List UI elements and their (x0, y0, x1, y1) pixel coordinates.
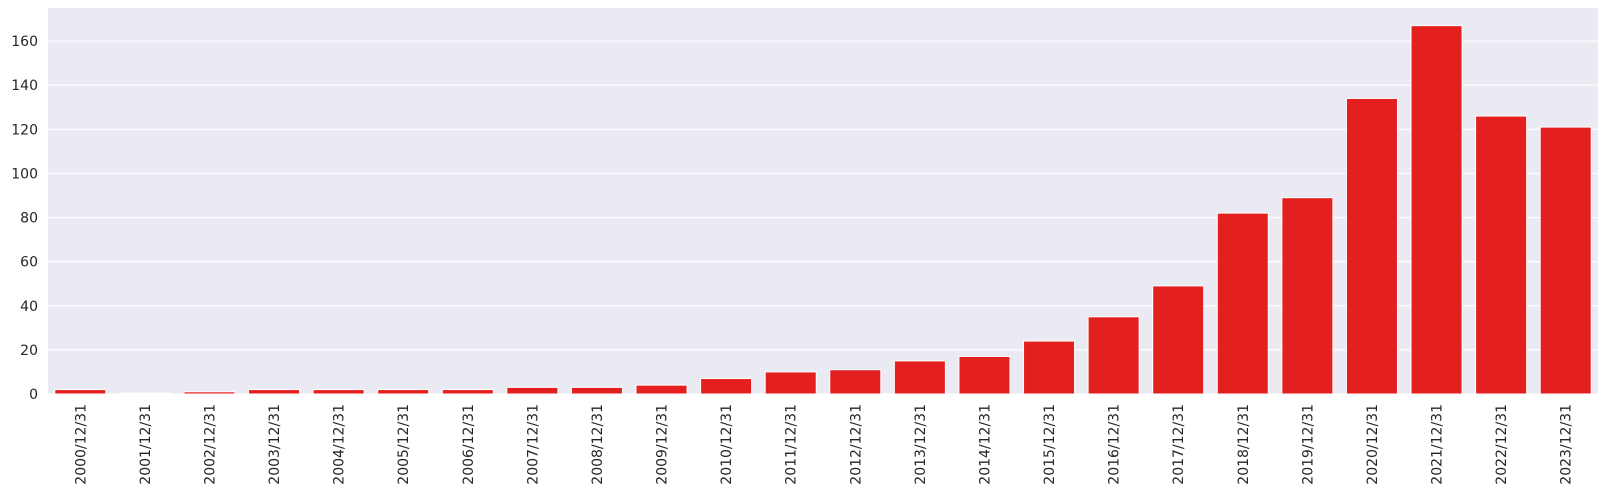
x-tick-label: 2023/12/31 (1559, 404, 1575, 485)
bar-2001-12-31 (118, 392, 171, 395)
x-tick-label: 2009/12/31 (655, 404, 671, 485)
x-tick-label: 2017/12/31 (1171, 404, 1187, 485)
x-tick-label: 2015/12/31 (1042, 404, 1058, 485)
bar-2023-12-31 (1539, 126, 1592, 395)
y-tick-label: 120 (11, 122, 38, 138)
x-tick-label: 2002/12/31 (202, 404, 218, 485)
plot-area (48, 8, 1598, 394)
x-tick-label: 2004/12/31 (332, 404, 348, 485)
y-tick-label: 100 (11, 166, 38, 182)
x-tick-label: 2012/12/31 (848, 404, 864, 485)
bar-2000-12-31 (54, 389, 107, 395)
bar-2019-12-31 (1281, 197, 1334, 395)
x-tick-label: 2014/12/31 (977, 404, 993, 485)
x-tick-label: 2006/12/31 (461, 404, 477, 485)
x-tick-label: 2022/12/31 (1494, 404, 1510, 485)
bar-2012-12-31 (829, 369, 882, 395)
x-tick-label: 2013/12/31 (913, 404, 929, 485)
bar-2008-12-31 (570, 386, 623, 395)
bar-2022-12-31 (1475, 115, 1528, 395)
y-tick-label: 40 (20, 299, 38, 315)
y-tick-label: 140 (11, 78, 38, 94)
x-tick-label: 2007/12/31 (525, 404, 541, 485)
x-tick-label: 2001/12/31 (138, 404, 154, 485)
bar-2006-12-31 (441, 389, 494, 395)
bars (54, 25, 1592, 395)
x-tick-label: 2010/12/31 (719, 404, 735, 485)
bar-2021-12-31 (1410, 25, 1463, 395)
x-tick-label: 2003/12/31 (267, 404, 283, 485)
x-tick-label: 2016/12/31 (1107, 404, 1123, 485)
y-axis-ticks: 0 20 40 60 80 100 120 140 160 (11, 34, 38, 403)
x-tick-label: 2011/12/31 (784, 404, 800, 485)
bar-2013-12-31 (893, 360, 946, 395)
x-tick-label: 2019/12/31 (1300, 404, 1316, 485)
y-tick-label: 0 (29, 387, 38, 403)
bar-2016-12-31 (1087, 316, 1140, 395)
x-tick-label: 2020/12/31 (1365, 404, 1381, 485)
bar-2005-12-31 (377, 389, 430, 395)
bar-2017-12-31 (1152, 285, 1205, 395)
bar-2018-12-31 (1216, 212, 1269, 395)
bar-2002-12-31 (183, 391, 236, 395)
bar-2011-12-31 (764, 371, 817, 395)
bar-2020-12-31 (1345, 97, 1398, 395)
x-axis-ticks: 2000/12/31 2001/12/31 2002/12/31 2003/12/31… (73, 404, 1574, 485)
x-tick-label: 2018/12/31 (1236, 404, 1252, 485)
y-tick-label: 160 (11, 34, 38, 50)
bar-2010-12-31 (700, 378, 753, 395)
bar-2014-12-31 (958, 356, 1011, 395)
gridlines (48, 40, 1598, 395)
x-tick-label: 2008/12/31 (590, 404, 606, 485)
bar-2009-12-31 (635, 384, 688, 395)
x-tick-label: 2005/12/31 (396, 404, 412, 485)
x-tick-label: 2000/12/31 (73, 404, 89, 485)
x-tick-label: 2021/12/31 (1430, 404, 1446, 485)
bar-2015-12-31 (1023, 340, 1076, 395)
bar-2004-12-31 (312, 389, 365, 395)
y-tick-label: 20 (20, 343, 38, 359)
bar-2003-12-31 (248, 389, 301, 395)
y-tick-label: 60 (20, 255, 38, 271)
bar-2007-12-31 (506, 386, 559, 395)
y-tick-label: 80 (20, 211, 38, 227)
